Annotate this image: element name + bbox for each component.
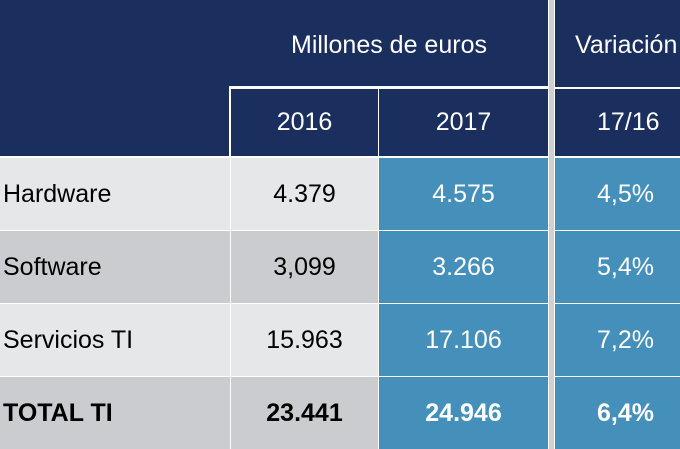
header-variacion-label: Variación	[575, 31, 678, 59]
divider	[548, 0, 555, 449]
value-2016: 4.379	[231, 158, 378, 230]
header-corner	[0, 0, 230, 157]
value-2017: 24.946	[379, 377, 548, 449]
variation: 7,2%	[555, 304, 680, 376]
value-2016: 23.441	[231, 377, 378, 449]
value-2017: 4.575	[379, 158, 548, 230]
divider	[229, 87, 231, 158]
variation: 5,4%	[555, 231, 680, 303]
header-variacion: Variación	[555, 0, 680, 87]
value-2016: 15.963	[231, 304, 378, 376]
variation: 4,5%	[555, 158, 680, 230]
variation: 6,4%	[555, 377, 680, 449]
header-period: 17/16	[555, 89, 680, 156]
divider	[0, 156, 231, 158]
header-2016: 2016	[231, 89, 378, 156]
row-label: TOTAL TI	[0, 377, 230, 449]
header-group-millones: Millones de euros	[230, 0, 548, 87]
divider	[229, 86, 549, 89]
row-label: Software	[0, 231, 230, 303]
header-2017: 2017	[379, 89, 548, 156]
row-label: Hardware	[0, 158, 230, 230]
value-2016: 3,099	[231, 231, 378, 303]
row-label: Servicios TI	[0, 304, 230, 376]
value-2017: 3.266	[379, 231, 548, 303]
value-2017: 17.106	[379, 304, 548, 376]
